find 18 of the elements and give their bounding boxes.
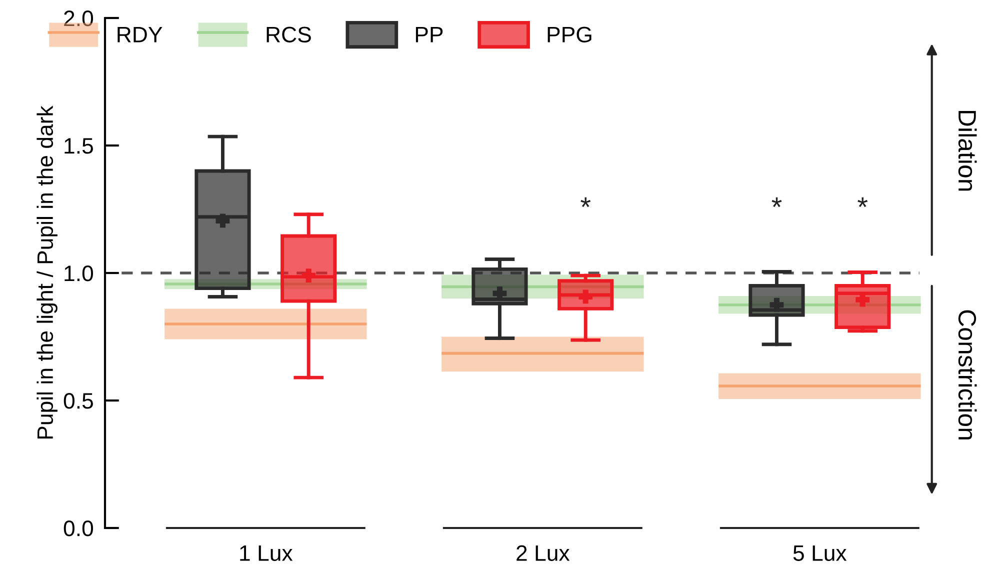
y-axis-title: Pupil in the light / Pupil in the dark: [36, 106, 58, 439]
y-tick-label: 0.0: [64, 520, 94, 536]
annotation: *: [580, 197, 591, 208]
x-tick-label: 5 Lux: [793, 545, 847, 561]
annotation: *: [858, 197, 868, 208]
y-tick-label: 2.0: [64, 10, 94, 26]
text: Dilation: [958, 110, 977, 191]
y-tick-label: 0.5: [64, 393, 93, 409]
x-tick-label: 1 Lux: [240, 545, 293, 561]
y-tick-label: 1.0: [64, 266, 94, 282]
x-tick-label: 2 Lux: [516, 545, 570, 561]
legend-label: RDY: [118, 26, 162, 42]
legend-label: PP: [416, 26, 443, 42]
y-tick-label: 1.5: [64, 138, 93, 154]
legend-label: RCS: [266, 26, 311, 42]
annotation: *: [772, 197, 782, 208]
legend-label: PPG: [548, 26, 592, 42]
text: Constriction: [958, 310, 977, 440]
